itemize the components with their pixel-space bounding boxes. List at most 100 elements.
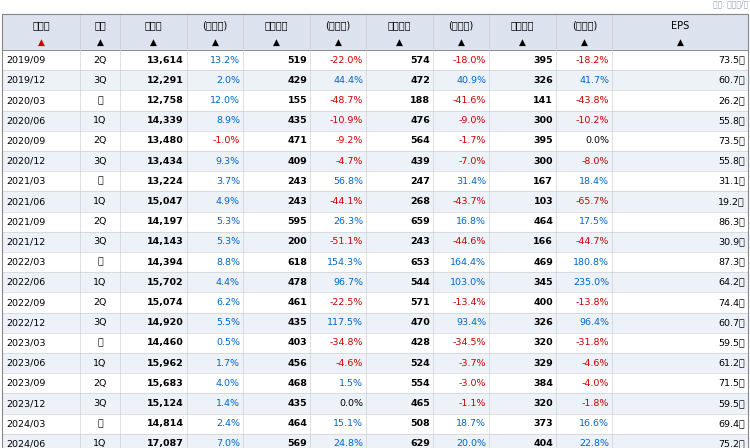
Text: ▲: ▲ (396, 38, 403, 47)
Text: 4.9%: 4.9% (216, 197, 240, 206)
Bar (2, 272, 748, 293)
Text: -34.8%: -34.8% (329, 338, 363, 347)
Text: 14,394: 14,394 (147, 258, 184, 267)
Bar (2, 434, 748, 448)
Text: -44.7%: -44.7% (576, 237, 609, 246)
Text: -10.2%: -10.2% (576, 116, 609, 125)
Text: 71.5円: 71.5円 (718, 379, 745, 388)
Text: 22.8%: 22.8% (579, 439, 609, 448)
Text: 2021/12: 2021/12 (6, 237, 45, 246)
Text: 16.6%: 16.6% (579, 419, 609, 428)
Text: 61.2円: 61.2円 (718, 358, 745, 368)
Text: 519: 519 (287, 56, 307, 65)
Text: 17.5%: 17.5% (579, 217, 609, 226)
Text: 629: 629 (410, 439, 430, 448)
Text: 465: 465 (410, 399, 430, 408)
Text: 395: 395 (534, 56, 554, 65)
Text: 571: 571 (410, 298, 430, 307)
Text: 経常利益: 経常利益 (388, 21, 411, 30)
Text: 55.8円: 55.8円 (718, 157, 745, 166)
Text: 8.8%: 8.8% (216, 258, 240, 267)
Text: 404: 404 (533, 439, 554, 448)
Text: 14,460: 14,460 (147, 338, 184, 347)
Text: 141: 141 (533, 96, 554, 105)
Text: 0.0%: 0.0% (585, 136, 609, 146)
Text: 345: 345 (534, 278, 554, 287)
Text: 300: 300 (534, 157, 554, 166)
Text: ▲: ▲ (150, 38, 157, 47)
Text: 14,814: 14,814 (147, 419, 184, 428)
Text: 26.2円: 26.2円 (718, 96, 745, 105)
Text: 470: 470 (410, 318, 430, 327)
Text: 320: 320 (534, 338, 554, 347)
Text: 2023/06: 2023/06 (6, 358, 45, 368)
Bar (2, 111, 748, 131)
Text: 5.3%: 5.3% (216, 237, 240, 246)
Text: 268: 268 (410, 197, 430, 206)
Text: ▲: ▲ (334, 38, 341, 47)
Text: 1.4%: 1.4% (216, 399, 240, 408)
Text: -13.4%: -13.4% (453, 298, 486, 307)
Text: -13.8%: -13.8% (576, 298, 609, 307)
Text: 569: 569 (287, 439, 307, 448)
Text: 472: 472 (410, 76, 430, 85)
Text: 売上高: 売上高 (145, 21, 162, 30)
Bar (2, 70, 748, 90)
Bar (2, 393, 748, 414)
Text: 96.7%: 96.7% (333, 278, 363, 287)
Text: 18.4%: 18.4% (579, 177, 609, 186)
Text: 93.4%: 93.4% (456, 318, 486, 327)
Text: 373: 373 (534, 419, 554, 428)
Text: 59.5円: 59.5円 (718, 338, 745, 347)
Text: 15,074: 15,074 (148, 298, 184, 307)
Text: 6.2%: 6.2% (216, 298, 240, 307)
Text: ▲: ▲ (273, 38, 280, 47)
Text: 5.3%: 5.3% (216, 217, 240, 226)
Text: 2Q: 2Q (94, 56, 106, 65)
Text: 73.5円: 73.5円 (718, 56, 745, 65)
Text: 2Q: 2Q (94, 298, 106, 307)
Text: (前年比): (前年比) (326, 21, 351, 30)
Text: 2022/06: 2022/06 (6, 278, 45, 287)
Text: -34.5%: -34.5% (453, 338, 486, 347)
Text: 本: 本 (98, 338, 103, 347)
Text: 428: 428 (410, 338, 430, 347)
Text: -65.7%: -65.7% (576, 197, 609, 206)
Text: -3.7%: -3.7% (459, 358, 486, 368)
Bar (2, 414, 748, 434)
Text: 2Q: 2Q (94, 136, 106, 146)
Text: 40.9%: 40.9% (456, 76, 486, 85)
Text: 3Q: 3Q (93, 157, 106, 166)
Text: 384: 384 (533, 379, 554, 388)
Text: 1Q: 1Q (94, 197, 106, 206)
Text: 400: 400 (534, 298, 554, 307)
Text: 554: 554 (410, 379, 430, 388)
Text: 14,920: 14,920 (147, 318, 184, 327)
Text: 26.3%: 26.3% (333, 217, 363, 226)
Text: 435: 435 (287, 116, 307, 125)
Text: 60.7円: 60.7円 (718, 76, 745, 85)
Text: 2.0%: 2.0% (216, 76, 240, 85)
Text: 64.2円: 64.2円 (718, 278, 745, 287)
Bar (2, 293, 748, 313)
Text: 1.7%: 1.7% (216, 358, 240, 368)
Text: 56.8%: 56.8% (333, 177, 363, 186)
Text: 41.7%: 41.7% (579, 76, 609, 85)
Text: ▲: ▲ (676, 38, 683, 47)
Text: 429: 429 (287, 76, 307, 85)
Text: 300: 300 (534, 116, 554, 125)
Text: 13,480: 13,480 (147, 136, 184, 146)
Text: 14,143: 14,143 (147, 237, 184, 246)
Text: -4.0%: -4.0% (582, 379, 609, 388)
Text: 464: 464 (533, 217, 554, 226)
Bar (2, 171, 748, 191)
Text: ▲: ▲ (211, 38, 218, 47)
Text: 659: 659 (410, 217, 430, 226)
Text: 19.2円: 19.2円 (718, 197, 745, 206)
Text: 618: 618 (287, 258, 307, 267)
Text: 2023/12: 2023/12 (6, 399, 45, 408)
Text: 31.1円: 31.1円 (718, 177, 745, 186)
Text: 本: 本 (98, 419, 103, 428)
Text: 16.8%: 16.8% (456, 217, 486, 226)
Text: 15,047: 15,047 (148, 197, 184, 206)
